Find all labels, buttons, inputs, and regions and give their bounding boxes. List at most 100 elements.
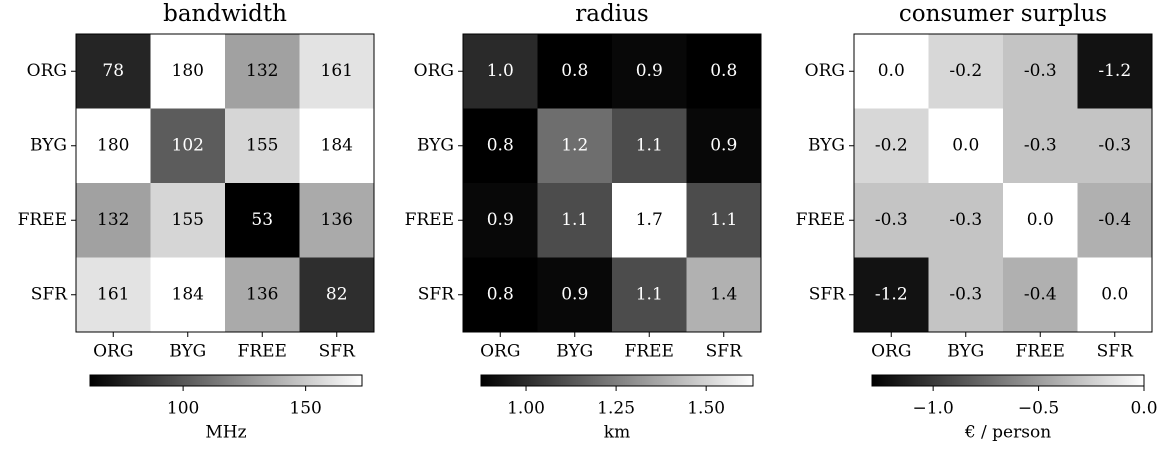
colorbar-tick-label: 1.25 [597,399,635,419]
cell-label: 0.9 [636,61,663,81]
y-tick-label: BYG [417,135,454,155]
heatmap-cell [537,257,613,333]
heatmap-cell [225,183,300,258]
x-tick-label: ORG [480,342,520,362]
colorbar-tick-label: −0.5 [1018,399,1059,419]
colorbar-tick-label: 0.0 [1130,399,1157,419]
cell-label: 184 [172,284,204,304]
heatmap-cell [1003,257,1078,333]
y-tick-label: FREE [405,210,454,230]
colorbar [480,374,754,387]
x-tick-label: SFR [1097,342,1134,362]
heatmap-cell [1003,34,1078,109]
x-tick-label: BYG [169,342,206,362]
y-tick-label: FREE [796,210,845,230]
cell-label: -0.4 [1098,210,1131,230]
heatmap-cell [537,108,613,184]
colorbar-label: € / person [964,423,1051,443]
chart-title: consumer surplus [899,1,1107,27]
heatmap-cell [463,257,538,333]
cell-label: -0.3 [949,210,982,230]
cell-label: 180 [172,61,204,81]
heatmap-cell [1003,108,1078,184]
cell-label: 1.7 [636,210,663,230]
colorbar-tick-label: 1.50 [687,399,725,419]
heatmap-cell [928,34,1004,109]
heatmap-cell [299,257,375,333]
y-tick-label: ORG [805,61,845,81]
x-tick-label: BYG [947,342,984,362]
cell-label: 0.0 [1101,284,1128,304]
heatmap-cell [612,183,687,258]
heatmap-cell [1077,108,1153,184]
colorbar-tick-label: 100 [167,399,199,419]
plot-frame [853,33,1153,333]
heatmap-cell [463,34,538,109]
cell-label: 0.9 [710,135,737,155]
cell-label: 161 [321,61,353,81]
heatmap-cell [1077,257,1153,333]
heatmap-cell [299,183,375,258]
cell-label: 102 [172,135,204,155]
cell-label: 1.1 [561,210,588,230]
heatmap-cell [299,108,375,184]
chart-title: bandwidth [163,1,287,27]
heatmap-cell [686,257,762,333]
cell-label: 155 [246,135,278,155]
heatmap-cell [76,34,151,109]
cell-label: 0.8 [561,61,588,81]
x-tick-label: FREE [1016,342,1065,362]
heatmap-cell [612,108,687,184]
heatmap-cell [928,257,1004,333]
cell-label: 0.9 [487,210,514,230]
colorbar-label: MHz [205,423,246,443]
cell-label: 155 [172,210,204,230]
cell-label: -0.3 [1098,135,1131,155]
cell-label: 1.1 [636,135,663,155]
heatmap-cell [76,183,151,258]
x-tick-label: BYG [556,342,593,362]
heatmap-cell [225,108,300,184]
cell-label: 0.0 [878,61,905,81]
heatmap-cell [1003,183,1078,258]
heatmap-cell [1077,34,1153,109]
plot-frame [462,33,762,333]
cell-label: 136 [321,210,353,230]
y-tick-label: SFR [809,284,846,304]
cell-label: -0.2 [949,61,982,81]
heatmap-cell [76,257,151,333]
cell-label: 0.0 [1027,210,1054,230]
colorbar-tick-label: 150 [289,399,321,419]
cell-label: 0.9 [561,284,588,304]
heatmap-cell [928,108,1004,184]
chart-title: radius [575,1,648,27]
cell-label: 132 [97,210,129,230]
cell-label: 53 [251,210,273,230]
cell-label: 1.4 [710,284,737,304]
x-tick-label: FREE [238,342,287,362]
heatmap-cell [225,257,300,333]
heatmap-cell [463,108,538,184]
heatmap-cell [928,183,1004,258]
cell-label: 78 [102,61,124,81]
cell-label: -0.2 [875,135,908,155]
colorbar [89,374,363,387]
heatmap-cell [299,34,375,109]
y-tick-label: SFR [418,284,455,304]
colorbar-tick-label: −1.0 [913,399,954,419]
heatmap-cell [854,257,929,333]
heatmap-cell [1077,183,1153,258]
y-tick-label: SFR [31,284,68,304]
cell-label: 0.0 [952,135,979,155]
cell-label: 161 [97,284,129,304]
heatmap-cell [463,183,538,258]
heatmap-cell [686,108,762,184]
heatmap-cell [225,34,300,109]
cell-label: 1.2 [561,135,588,155]
cell-label: 0.8 [710,61,737,81]
cell-label: 0.8 [487,135,514,155]
heatmap-cell [854,183,929,258]
cell-label: 1.0 [487,61,514,81]
colorbar [871,374,1145,387]
heatmap-cell [150,108,226,184]
